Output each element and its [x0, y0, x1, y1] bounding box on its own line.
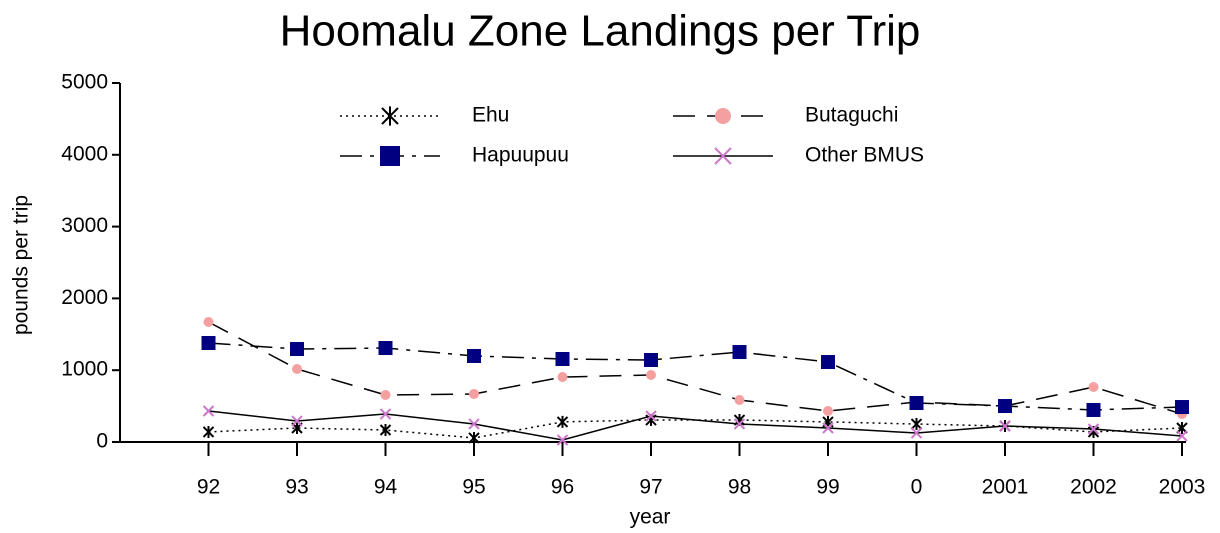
marker — [379, 408, 392, 420]
marker — [556, 434, 569, 446]
marker — [733, 418, 746, 430]
y-tick-label: 3000 — [61, 214, 108, 237]
marker — [379, 424, 392, 437]
x-tick-label: 92 — [197, 476, 220, 499]
x-tick-label: 95 — [462, 476, 485, 499]
x-tick-label: 2002 — [1070, 476, 1117, 499]
marker — [646, 370, 656, 381]
y-axis-label: pounds per trip — [10, 195, 33, 335]
marker — [822, 422, 834, 434]
x-tick-label: 96 — [551, 476, 574, 499]
marker — [645, 410, 657, 422]
y-tick-label: 5000 — [61, 71, 108, 94]
marker — [201, 335, 216, 350]
marker — [1087, 423, 1100, 435]
y-tick-label: 1000 — [61, 358, 108, 381]
marker — [734, 394, 745, 405]
y-tick-label: 0 — [96, 430, 108, 453]
legend-label: Other BMUS — [805, 144, 924, 167]
marker — [1086, 402, 1101, 417]
x-tick-label: 94 — [374, 476, 398, 499]
marker — [555, 351, 570, 366]
series-line — [208, 419, 1183, 439]
marker — [381, 106, 399, 126]
series-line — [208, 342, 1183, 411]
chart-title: Hoomalu Zone Landings per Trip — [280, 7, 921, 56]
marker — [468, 431, 480, 444]
marker — [714, 147, 732, 165]
marker — [292, 363, 302, 374]
series-line — [208, 410, 1183, 441]
marker — [823, 405, 833, 416]
series-line — [208, 321, 1183, 415]
marker — [469, 388, 479, 399]
x-tick-label: 99 — [816, 476, 839, 499]
y-tick-label: 2000 — [61, 286, 108, 309]
marker — [291, 415, 303, 427]
x-tick-label: 98 — [728, 476, 751, 499]
y-tick-label: 4000 — [61, 142, 108, 165]
marker — [999, 420, 1011, 432]
marker — [203, 317, 214, 328]
marker — [557, 372, 568, 383]
marker — [715, 108, 731, 124]
x-axis-label: year — [630, 506, 671, 529]
marker — [1088, 382, 1099, 393]
marker — [467, 348, 481, 363]
x-tick-label: 93 — [285, 476, 308, 499]
marker — [556, 415, 569, 428]
marker — [732, 345, 747, 360]
x-tick-label: 0 — [911, 476, 923, 499]
marker — [821, 355, 835, 370]
marker — [644, 353, 658, 368]
legend-label: Hapuupuu — [472, 144, 569, 167]
marker — [468, 418, 480, 430]
marker — [1176, 430, 1188, 442]
marker — [1175, 400, 1189, 415]
marker — [910, 418, 923, 431]
legend-label: Butaguchi — [805, 104, 898, 127]
marker — [910, 427, 923, 439]
marker — [998, 399, 1012, 414]
marker — [380, 146, 400, 166]
legend-label: Ehu — [472, 104, 509, 127]
x-tick-label: 2001 — [982, 476, 1029, 499]
x-tick-label: 97 — [639, 476, 662, 499]
marker — [202, 405, 215, 417]
marker — [290, 342, 304, 357]
marker — [380, 389, 391, 400]
marker — [378, 341, 393, 356]
marker — [909, 396, 924, 411]
marker — [202, 425, 215, 438]
x-tick-label: 2003 — [1159, 476, 1206, 499]
